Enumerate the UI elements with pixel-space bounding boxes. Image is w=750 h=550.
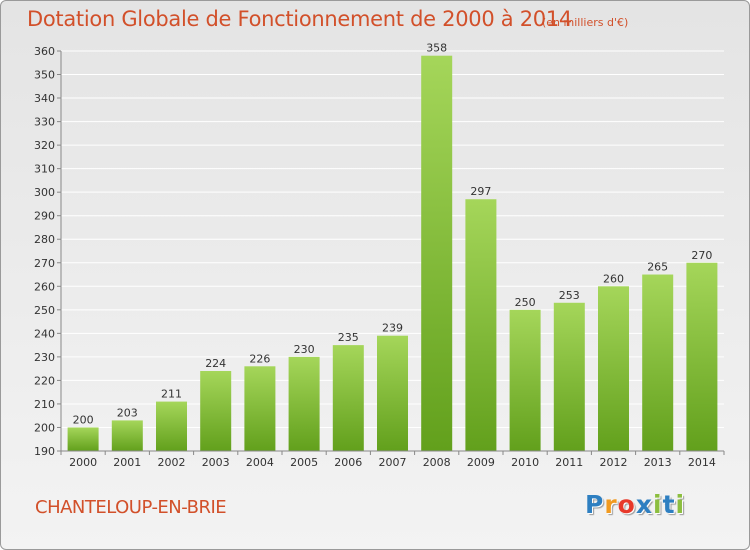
x-tick-label-2001: 2001 bbox=[113, 456, 141, 469]
bar-2013 bbox=[642, 274, 674, 451]
data-label-2013: 265 bbox=[647, 261, 668, 274]
y-tick-label: 340 bbox=[34, 92, 55, 105]
data-label-2007: 239 bbox=[382, 322, 403, 335]
data-label-2004: 226 bbox=[249, 352, 270, 365]
y-tick-label: 360 bbox=[34, 45, 55, 58]
x-tick-label-2009: 2009 bbox=[467, 456, 495, 469]
y-tick-label: 260 bbox=[34, 280, 55, 293]
data-label-2003: 224 bbox=[205, 357, 226, 370]
y-tick-label: 350 bbox=[34, 69, 55, 82]
y-tick-label: 280 bbox=[34, 233, 55, 246]
bar-2014 bbox=[686, 262, 718, 451]
logo-letter: x bbox=[635, 490, 653, 519]
proxiti-logo: Proxiti bbox=[585, 490, 685, 519]
bar-2000 bbox=[67, 427, 99, 451]
x-tick-label-2012: 2012 bbox=[600, 456, 628, 469]
logo-letter: i bbox=[675, 490, 686, 519]
x-tick-label-2008: 2008 bbox=[423, 456, 451, 469]
x-tick-label-2013: 2013 bbox=[644, 456, 672, 469]
y-tick-label: 270 bbox=[34, 257, 55, 270]
commune-name: CHANTELOUP-EN-BRIE bbox=[35, 497, 227, 518]
y-tick-label: 330 bbox=[34, 116, 55, 129]
data-label-2011: 253 bbox=[559, 289, 580, 302]
logo-letter: t bbox=[662, 490, 676, 519]
bar-2009 bbox=[465, 199, 497, 451]
data-label-2005: 230 bbox=[294, 343, 315, 356]
y-tick-label: 250 bbox=[34, 304, 55, 317]
bar-2007 bbox=[377, 335, 408, 451]
bar-2004 bbox=[244, 366, 276, 451]
logo-letter: i bbox=[653, 490, 663, 519]
logo-letter: o bbox=[617, 490, 636, 519]
bar-2001 bbox=[111, 420, 143, 451]
x-tick-label-2003: 2003 bbox=[202, 456, 230, 469]
data-label-2001: 203 bbox=[117, 406, 138, 419]
data-label-2006: 235 bbox=[338, 331, 359, 344]
data-labels: 200 203 211 224 226 230 235 239 358 297 250 253 260 2… bbox=[73, 42, 713, 427]
y-tick-label: 300 bbox=[34, 186, 55, 199]
x-tick-label-2005: 2005 bbox=[290, 456, 318, 469]
y-tick-label: 310 bbox=[34, 163, 55, 176]
y-tick-label: 230 bbox=[34, 351, 55, 364]
x-tick-label-2010: 2010 bbox=[511, 456, 539, 469]
bar-2011 bbox=[553, 302, 585, 451]
y-tick-label: 290 bbox=[34, 210, 55, 223]
chart-title: Dotation Globale de Fonctionnement de 20… bbox=[27, 7, 572, 31]
x-tick-label-2007: 2007 bbox=[379, 456, 407, 469]
bar-2002 bbox=[156, 401, 187, 451]
bars bbox=[67, 55, 718, 452]
x-tick-label-2014: 2014 bbox=[688, 456, 716, 469]
x-tick-label-2011: 2011 bbox=[555, 456, 583, 469]
data-label-2002: 211 bbox=[161, 388, 182, 401]
y-tick-label: 200 bbox=[34, 421, 55, 434]
y-tick-label: 190 bbox=[34, 445, 55, 458]
data-label-2000: 200 bbox=[73, 413, 94, 426]
y-tick-label: 240 bbox=[34, 327, 55, 340]
data-label-2008: 358 bbox=[426, 42, 447, 55]
x-tick-label-2000: 2000 bbox=[69, 456, 97, 469]
bar-2010 bbox=[509, 309, 541, 451]
x-axis: 2000 2001 2002 2003 2004 2005 2006 2007 2008 2009… bbox=[60, 450, 725, 469]
data-label-2010: 250 bbox=[515, 296, 536, 309]
y-tick-label: 210 bbox=[34, 398, 55, 411]
data-label-2009: 297 bbox=[470, 185, 491, 198]
x-tick-label-2004: 2004 bbox=[246, 456, 274, 469]
y-tick-label: 320 bbox=[34, 139, 55, 152]
bar-2003 bbox=[200, 371, 232, 451]
logo-letter: r bbox=[604, 490, 618, 519]
data-label-2014: 270 bbox=[691, 249, 712, 262]
x-tick-label-2006: 2006 bbox=[334, 456, 362, 469]
y-axis: 190 200 210 220 230 240 250 260 270 280 290 300 310 3… bbox=[34, 45, 62, 458]
x-tick-label-2002: 2002 bbox=[158, 456, 186, 469]
bar-2012 bbox=[598, 286, 629, 451]
chart-subtitle: (en milliers d'€) bbox=[542, 16, 629, 29]
bar-2005 bbox=[288, 356, 320, 451]
y-tick-label: 220 bbox=[34, 374, 55, 387]
logo-letter: P bbox=[585, 490, 605, 519]
bar-2006 bbox=[332, 345, 364, 451]
data-label-2012: 260 bbox=[603, 272, 624, 285]
bar-2008 bbox=[421, 55, 453, 452]
